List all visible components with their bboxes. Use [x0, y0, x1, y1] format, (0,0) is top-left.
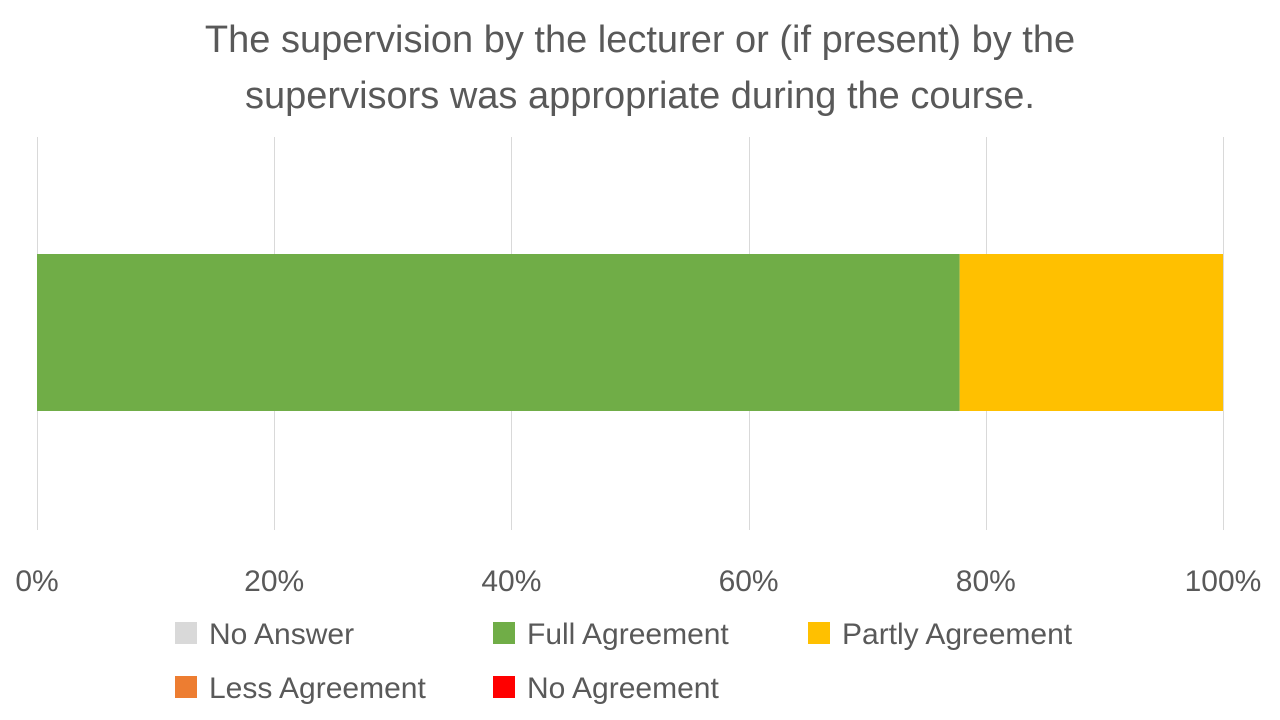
x-tick-label-1: 20%: [244, 565, 304, 598]
x-tick-label-2: 40%: [481, 565, 541, 598]
chart-title-line-2: supervisors was appropriate during the c…: [245, 75, 1035, 117]
legend-label-partly-agreement: Partly Agreement: [842, 618, 1073, 651]
legend-label-less-agreement: Less Agreement: [209, 672, 426, 705]
legend-label-no-agreement: No Agreement: [527, 672, 719, 705]
legend-item-partly-agreement: Partly Agreement: [808, 618, 1073, 651]
legend-swatch-no-answer: [175, 622, 197, 644]
chart-title-line-1: The supervision by the lecturer or (if p…: [205, 19, 1075, 61]
legend-swatch-less-agreement: [175, 676, 197, 698]
legend-label-full-agreement: Full Agreement: [527, 618, 729, 651]
legend: No Answer Full Agreement Partly Agreement L…: [175, 618, 1073, 705]
bar-segment-full-agreement: [37, 254, 960, 411]
legend-item-no-agreement: No Agreement: [493, 672, 719, 705]
x-axis-ticks: 0% 20% 40% 60% 80% 100%: [15, 565, 1261, 598]
bar-segments: [37, 254, 1223, 411]
x-tick-label-4: 80%: [956, 565, 1016, 598]
x-tick-label-5: 100%: [1185, 565, 1262, 598]
legend-swatch-full-agreement: [493, 622, 515, 644]
legend-swatch-no-agreement: [493, 676, 515, 698]
x-tick-label-0: 0%: [15, 565, 58, 598]
legend-item-no-answer: No Answer: [175, 618, 354, 651]
legend-swatch-partly-agreement: [808, 622, 830, 644]
legend-label-no-answer: No Answer: [209, 618, 354, 651]
x-tick-label-3: 60%: [719, 565, 779, 598]
chart-title: The supervision by the lecturer or (if p…: [205, 19, 1075, 117]
legend-item-full-agreement: Full Agreement: [493, 618, 729, 651]
bar-segment-partly-agreement: [959, 254, 1223, 411]
legend-item-less-agreement: Less Agreement: [175, 672, 426, 705]
